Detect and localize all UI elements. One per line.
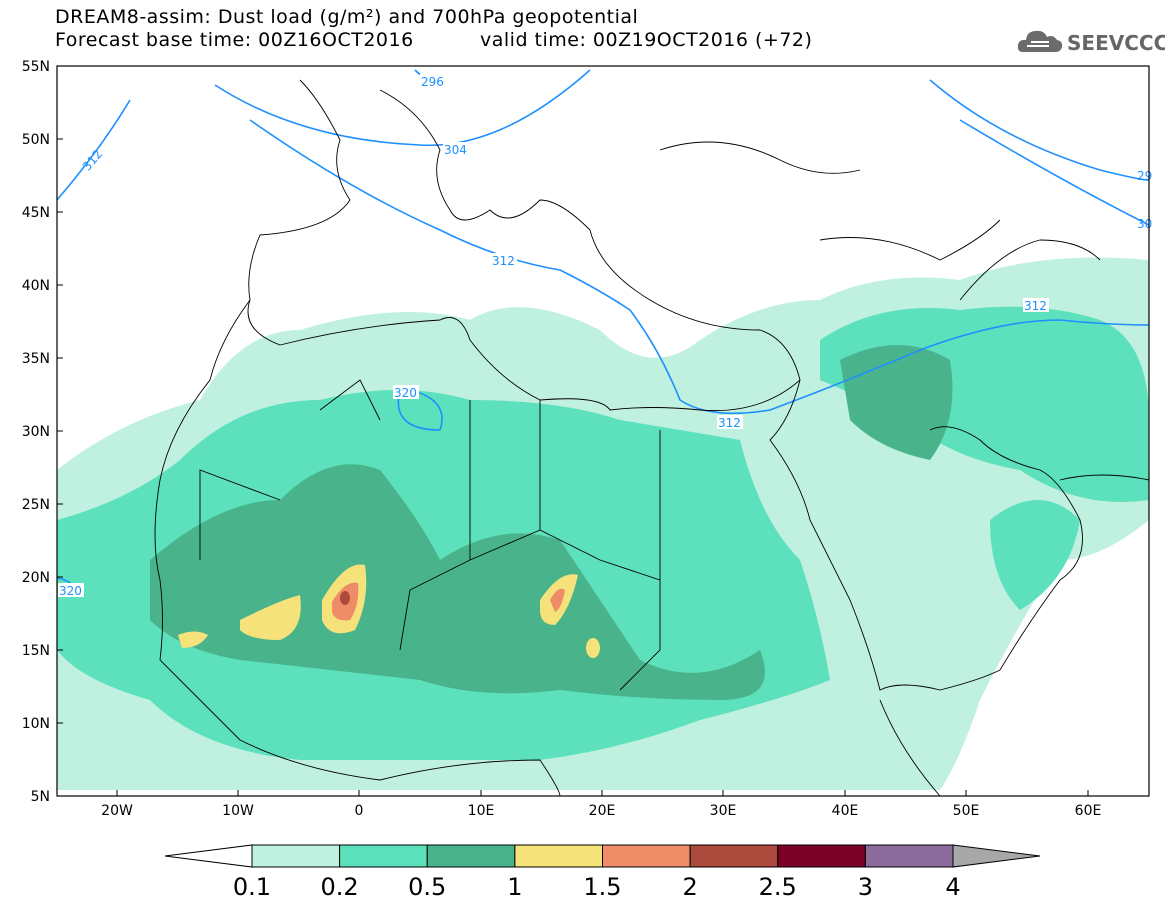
dust-level-1-d [178,631,208,648]
colorbar-swatch [952,844,1041,868]
colorbar-swatch [164,844,253,868]
contour-label-bg [420,74,446,88]
contour-label-bg [443,142,469,156]
dust-level-1-e [586,638,600,658]
lon-label: 10W [222,803,254,819]
contour-29x [929,79,1149,181]
seevccc-logo: SEEVCCC [1015,22,1165,62]
lat-label: 15N [22,643,50,659]
colorbar-label: 2 [682,873,697,901]
coast-med [247,79,801,412]
coast-red-sea [769,379,1001,691]
colorbar-label: 4 [945,873,960,901]
contour-label-bg [717,415,743,429]
colorbar-swatch [864,844,954,868]
lat-label: 50N [22,132,50,148]
colorbar-swatch [339,844,428,868]
dust-level-1-a [240,595,301,640]
contour-label-296: 296 [421,75,444,89]
lon-label: 0 [355,803,364,819]
contour-320-closed [397,389,443,431]
lat-labels: 55N 50N 45N 40N 35N 30N 25N 20N 15N 10N … [22,59,50,805]
lat-label: 35N [22,351,50,367]
lat-label: 40N [22,278,50,294]
contour-30x [959,119,1149,226]
coast-arabia [929,426,1083,671]
coast-caspian [959,239,1101,301]
borders-africa [199,379,661,691]
lat-label: 45N [22,205,50,221]
lon-label: 60E [1075,803,1102,819]
contour-label-312-italy: 312 [492,254,515,268]
contour-label-320-west: 320 [59,584,82,598]
colorbar-label: 3 [858,873,873,901]
colorbar-swatch [777,844,866,868]
colorbar-swatch [426,844,516,868]
lon-labels: 20W 10W 0 10E 20E 30E 40E 50E 60E [101,803,1101,819]
colorbar-swatch [514,844,603,868]
colorbar-label: 0.2 [321,873,359,901]
contour-label-312-egypt: 312 [718,416,741,430]
lat-label: 55N [22,59,50,75]
dust-level-0.2-arabia [990,500,1080,610]
dust-level-0.5-iraq [840,345,953,460]
contour-304 [214,69,591,147]
logo-text: SEEVCCC [1067,31,1165,55]
contour-label-bg [491,253,517,267]
lon-label: 50E [953,803,980,819]
forecast-base-time: Forecast base time: 00Z16OCT2016 [55,29,414,51]
lat-label: 10N [22,716,50,732]
contour-label-312-west: 312 [80,147,105,174]
lon-label: 40E [832,803,859,819]
colorbar: 0.1 0.2 0.5 1 1.5 2 2.5 3 4 [164,844,1041,901]
lat-label: 5N [31,789,50,805]
contour-312-west [57,99,131,201]
colorbar-swatch [689,844,779,868]
valid-time: valid time: 00Z19OCT2016 (+72) [480,29,813,51]
map-title: DREAM8-assim: Dust load (g/m²) and 700hP… [55,6,639,28]
lat-label: 20N [22,570,50,586]
lon-label: 20W [101,803,133,819]
contour-label-312-iran: 312 [1024,299,1047,313]
contour-label-bg [1023,298,1049,312]
contour-312 [249,119,1149,415]
coast-horn [879,699,941,796]
contour-label-bg [393,385,419,399]
coastlines [154,79,1149,796]
lon-label: 10E [468,803,495,819]
colorbar-swatch [602,844,691,868]
colorbar-label: 0.1 [233,873,271,901]
dust-level-0.5 [150,464,765,700]
lat-label: 30N [22,424,50,440]
contour-label-304: 304 [444,143,467,157]
lat-label: 25N [22,497,50,513]
coast-iran [1059,474,1149,481]
colorbar-swatch [251,844,341,868]
coast-west-africa [154,299,561,796]
lon-axis [116,790,1089,796]
dust-field [57,257,1149,790]
border-europe [659,141,861,174]
lon-label: 30E [710,803,737,819]
dust-level-1.5-b [550,588,565,612]
colorbar-label: 1.5 [583,873,621,901]
contour-label-bg [58,583,84,597]
cloud-icon [1017,30,1063,52]
dust-level-2 [340,591,350,605]
lat-axis [57,65,63,797]
geopotential-contours [57,69,1149,591]
contour-label-29x: 29 [1137,169,1152,183]
contour-label-30x: 30 [1137,217,1152,231]
colorbar-label: 1 [507,873,522,901]
colorbar-label: 2.5 [759,873,797,901]
contour-label-320: 320 [394,386,417,400]
lon-label: 20E [589,803,616,819]
coast-black-sea [819,219,1001,261]
colorbar-label: 0.5 [408,873,446,901]
